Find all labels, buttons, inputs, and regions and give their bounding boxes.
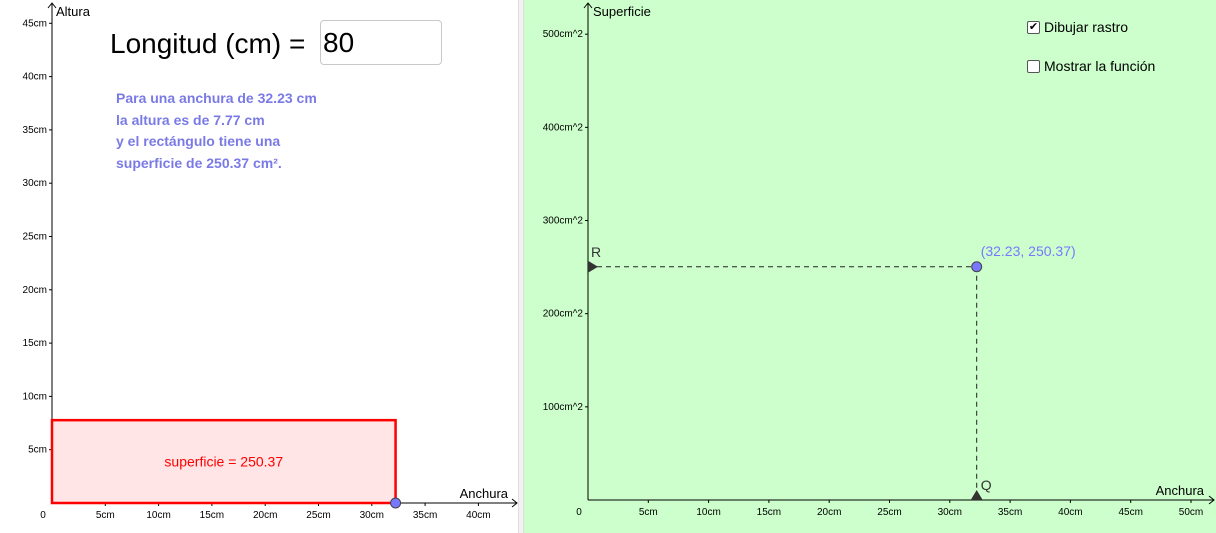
x-tick-label: 45cm <box>1118 507 1142 518</box>
q-label: Q <box>981 477 992 493</box>
x-tick-label: 35cm <box>413 510 437 521</box>
info-line: y el rectángulo tiene una <box>116 133 281 149</box>
y-axis-title: Altura <box>56 4 91 19</box>
x-tick-label: 10cm <box>696 507 720 518</box>
draw-trace-label: Dibujar rastro <box>1044 19 1129 35</box>
rectangle-graph[interactable]: Altura Anchura 0 5cm 10cm 15cm 20cm 25cm 30cm… <box>0 0 518 533</box>
y-axis-arrow-icon <box>47 2 57 9</box>
rectangle-shape[interactable] <box>50 418 397 505</box>
x-tick-label: 40cm <box>466 510 490 521</box>
x-tick-label: 25cm <box>877 507 901 518</box>
y-tick-label: 35cm <box>23 125 47 136</box>
point-coordinate-label: (32.23, 250.37) <box>981 243 1076 259</box>
show-function-checkbox-row[interactable]: Mostrar la función <box>1027 58 1155 74</box>
x-tick-label: 20cm <box>253 510 277 521</box>
length-label: Longitud (cm) = <box>110 28 306 59</box>
y-tick-label: 200cm^2 <box>543 309 584 320</box>
y-tick-label: 25cm <box>23 232 47 243</box>
r-label: R <box>591 244 601 260</box>
y-tick-label: 15cm <box>23 338 47 349</box>
y-tick-labels: 100cm^2 200cm^2 300cm^2 400cm^2 500cm^2 <box>543 29 588 413</box>
x-tick-label: 15cm <box>757 507 781 518</box>
right-axes: Superficie Anchura 0 5cm 10cm 15cm 20cm 25cm… <box>543 2 1215 518</box>
y-tick-label: 500cm^2 <box>543 29 584 40</box>
x-tick-label: 35cm <box>998 507 1022 518</box>
x-tick-label: 20cm <box>817 507 841 518</box>
info-line: Para una anchura de 32.23 cm <box>116 90 317 106</box>
area-graphics-view[interactable]: Superficie Anchura 0 5cm 10cm 15cm 20cm 25cm… <box>524 0 1216 533</box>
y-tick-label: 30cm <box>23 178 47 189</box>
x-tick-label: 15cm <box>200 510 224 521</box>
y-tick-label: 5cm <box>28 445 47 456</box>
show-function-checkbox[interactable] <box>1027 59 1040 73</box>
length-input[interactable] <box>320 20 442 65</box>
y-tick-label: 100cm^2 <box>543 402 584 413</box>
y-tick-label: 10cm <box>23 391 47 402</box>
x-tick-label: 30cm <box>938 507 962 518</box>
left-axes: Altura Anchura 0 5cm 10cm 15cm 20cm 25cm 30cm… <box>23 2 518 521</box>
y-tick-labels: 5cm 10cm 15cm 20cm 25cm 30cm 35cm 40cm 45cm <box>23 18 52 456</box>
y-tick-label: 45cm <box>23 18 47 29</box>
area-label: superficie = 250.37 <box>164 454 283 470</box>
view-splitter[interactable] <box>518 0 524 533</box>
area-graph[interactable]: Superficie Anchura 0 5cm 10cm 15cm 20cm 25cm… <box>524 0 1216 533</box>
x-tick-label: 40cm <box>1058 507 1082 518</box>
draw-trace-checkbox-row[interactable]: ✔ Dibujar rastro <box>1027 19 1128 35</box>
draw-trace-checkbox[interactable]: ✔ <box>1027 20 1040 34</box>
x-tick-label: 10cm <box>146 510 170 521</box>
x-axis-arrow-icon <box>511 498 518 508</box>
width-point[interactable] <box>390 497 402 509</box>
x-tick-label: 5cm <box>639 507 658 518</box>
rectangle-graphics-view[interactable]: Altura Anchura 0 5cm 10cm 15cm 20cm 25cm 30cm… <box>0 0 518 533</box>
y-tick-label: 40cm <box>23 72 47 83</box>
y-tick-label: 300cm^2 <box>543 216 584 227</box>
x-axis-title: Anchura <box>1156 483 1205 498</box>
x-tick-label: 50cm <box>1179 507 1203 518</box>
y-tick-label: 20cm <box>23 285 47 296</box>
x-tick-label: 30cm <box>360 510 384 521</box>
q-marker-icon[interactable] <box>970 490 983 500</box>
y-axis-title: Superficie <box>593 4 651 19</box>
x-tick-labels: 5cm 10cm 15cm 20cm 25cm 30cm 35cm 40cm <box>96 503 491 521</box>
x-axis-arrow-icon <box>1208 495 1215 505</box>
info-text: Para una anchura de 32.23 cm la altura e… <box>116 88 317 174</box>
area-point[interactable] <box>971 261 983 273</box>
info-line: superficie de 250.37 cm². <box>116 154 282 171</box>
x-axis-title: Anchura <box>460 486 509 501</box>
y-tick-label: 400cm^2 <box>543 122 584 133</box>
r-marker-icon[interactable] <box>588 260 598 273</box>
x-tick-labels: 5cm 10cm 15cm 20cm 25cm 30cm 35cm 40cm 45cm 50cm <box>639 500 1203 518</box>
origin-label: 0 <box>40 510 46 521</box>
show-function-label: Mostrar la función <box>1044 58 1156 74</box>
x-tick-label: 5cm <box>96 510 115 521</box>
x-tick-label: 25cm <box>306 510 330 521</box>
y-axis-arrow-icon <box>583 2 593 9</box>
info-line: la altura es de 7.77 cm <box>116 111 265 128</box>
origin-label: 0 <box>576 507 582 518</box>
